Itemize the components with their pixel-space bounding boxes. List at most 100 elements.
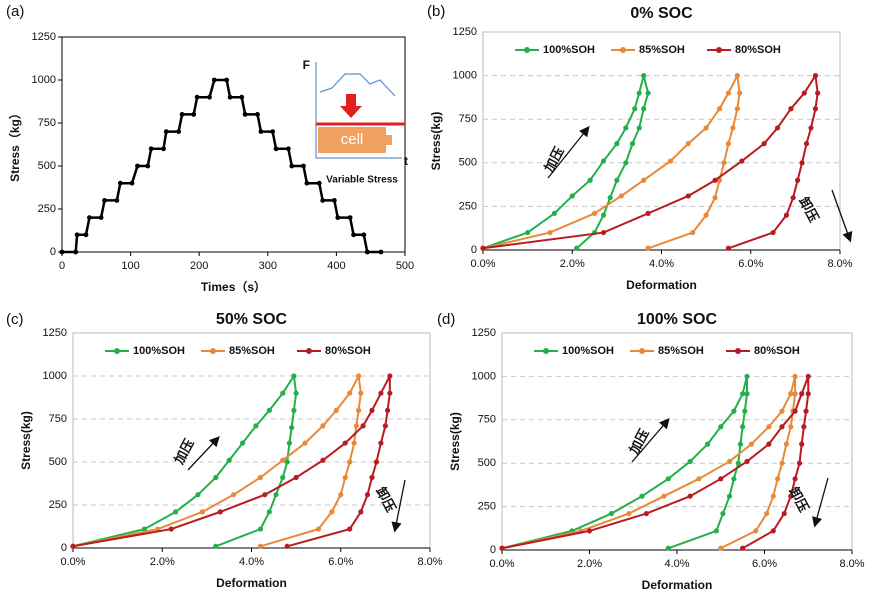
chart-title: 0% SOC — [630, 5, 693, 22]
legend-marker — [639, 348, 645, 354]
data-point — [712, 195, 718, 201]
y-tick-label: 1250 — [472, 327, 496, 339]
data-point — [779, 408, 785, 414]
data-point — [636, 125, 642, 131]
data-point — [781, 510, 787, 517]
data-point — [736, 90, 743, 96]
legend-label: 80%SOH — [754, 345, 800, 357]
data-point — [766, 424, 772, 430]
data-point — [145, 163, 151, 169]
plot-frame — [72, 332, 431, 549]
series-line — [482, 75, 650, 250]
legend-marker — [210, 348, 216, 354]
data-point — [600, 158, 607, 164]
panel-label: (c) — [6, 311, 24, 328]
series-line — [482, 72, 819, 250]
data-point — [293, 390, 299, 396]
legend-label: 85%SOH — [639, 44, 685, 56]
data-point — [176, 129, 182, 135]
data-point — [726, 493, 733, 499]
data-point — [129, 180, 135, 186]
y-axis-label: Stress(kg) — [448, 412, 462, 471]
y-tick-label: 1250 — [43, 327, 67, 339]
data-point — [636, 90, 642, 96]
inset-cell-tab — [386, 135, 392, 145]
data-point — [360, 423, 366, 429]
data-point — [191, 112, 197, 117]
data-point — [721, 160, 727, 166]
inset-x-label: t — [404, 154, 408, 168]
data-point — [320, 457, 326, 463]
data-point — [213, 474, 219, 481]
data-point — [285, 146, 291, 152]
data-point — [257, 543, 264, 549]
annotation-arrow — [391, 479, 406, 533]
data-point — [608, 510, 614, 517]
inset-cell — [318, 127, 386, 153]
data-point — [551, 210, 558, 216]
data-point — [641, 73, 647, 79]
data-point — [304, 180, 310, 186]
data-point — [574, 245, 580, 251]
data-point — [643, 510, 649, 517]
y-tick-label: 0 — [61, 542, 67, 554]
x-tick-label: 300 — [259, 260, 277, 272]
data-point — [207, 94, 212, 100]
data-point — [378, 249, 384, 255]
data-point — [687, 493, 693, 499]
data-point — [734, 73, 740, 79]
annotation-arrow — [812, 477, 829, 528]
data-point — [333, 407, 339, 413]
legend-marker — [735, 348, 741, 354]
data-point — [614, 141, 620, 147]
data-point — [665, 545, 671, 551]
data-point — [87, 215, 92, 221]
series-line — [482, 72, 741, 250]
data-point — [716, 106, 723, 112]
data-point — [803, 408, 809, 414]
data-point — [73, 249, 79, 255]
data-point — [224, 77, 230, 83]
annotation-arrow — [187, 436, 220, 471]
data-point — [703, 125, 709, 131]
data-point — [342, 474, 348, 481]
y-tick-label: 0 — [471, 244, 477, 256]
legend-label: 80%SOH — [325, 345, 371, 357]
data-point — [639, 493, 645, 499]
data-point — [626, 510, 632, 517]
x-tick-label: 0.0% — [489, 558, 514, 570]
annotation-arrow — [831, 189, 853, 243]
data-point — [731, 476, 737, 482]
data-point — [347, 390, 353, 396]
data-point — [266, 407, 272, 413]
data-point — [805, 373, 811, 379]
data-point — [335, 215, 341, 221]
data-point — [744, 458, 750, 465]
data-point — [217, 509, 223, 515]
data-point — [284, 459, 290, 465]
data-point — [788, 493, 794, 499]
data-point — [373, 459, 380, 465]
data-point — [291, 373, 297, 379]
panel-label: (a) — [6, 3, 24, 20]
panel-label: (d) — [437, 311, 455, 328]
inset-wave — [319, 73, 396, 97]
data-point — [361, 232, 367, 238]
data-point — [342, 440, 348, 446]
data-point — [289, 163, 295, 169]
data-point — [239, 94, 245, 100]
data-point — [280, 474, 286, 481]
data-point — [779, 424, 785, 430]
legend-label: 80%SOH — [735, 44, 781, 56]
data-point — [718, 545, 724, 551]
annotation: 加压 — [171, 436, 197, 467]
data-point — [347, 526, 353, 532]
data-point — [141, 526, 147, 532]
data-point — [273, 146, 279, 152]
x-tick-label: 6.0% — [738, 258, 763, 270]
data-point — [98, 215, 104, 221]
data-point — [731, 408, 737, 414]
x-tick-label: 0 — [59, 260, 65, 272]
data-point — [730, 125, 736, 131]
